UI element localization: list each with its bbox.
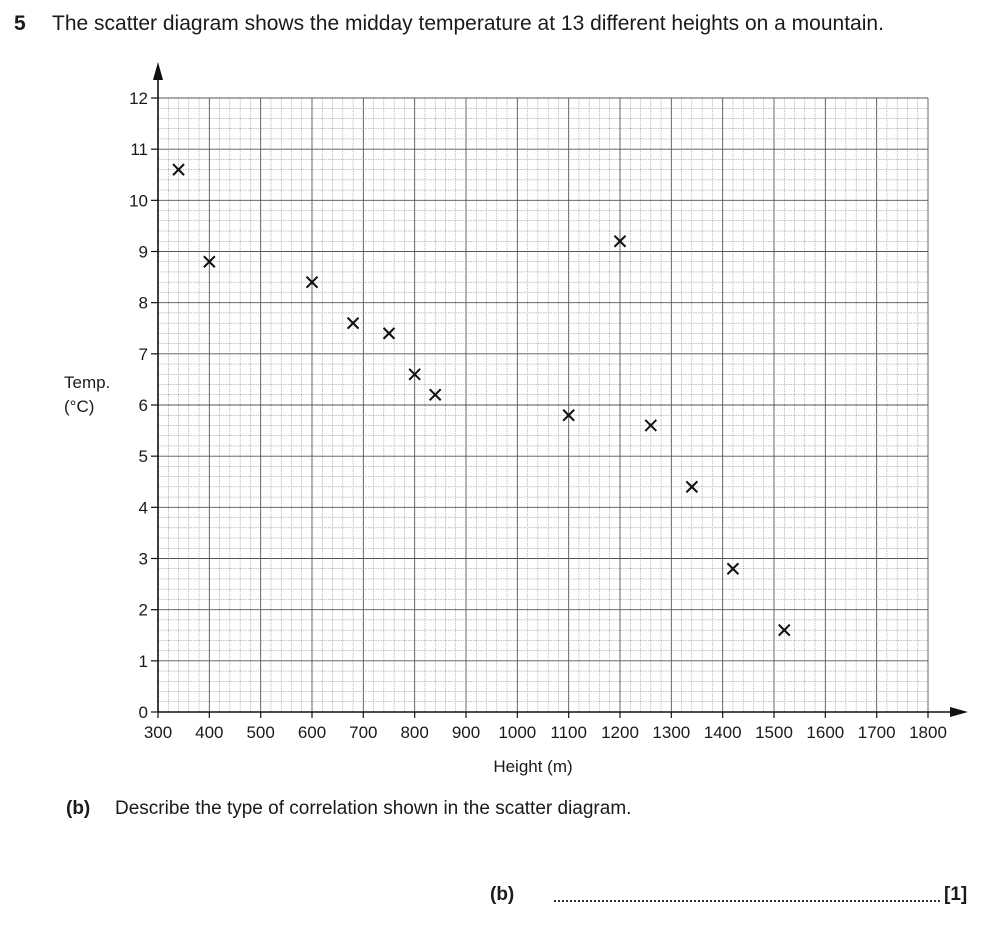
y-tick-label: 0 [139,703,148,722]
part-b-question: Describe the type of correlation shown i… [115,798,632,819]
x-tick-label: 1700 [858,723,896,742]
x-tick-label: 800 [400,723,428,742]
x-tick-label: 1500 [755,723,793,742]
y-tick-label: 1 [139,652,148,671]
data-point [685,480,699,494]
part-b-label: (b) [66,798,91,819]
data-point [778,623,791,637]
x-tick-label: 1200 [601,723,639,742]
y-axis-label-line1: Temp. [64,373,110,392]
x-axis-arrow [950,707,968,717]
data-point [203,255,216,268]
data-point [305,275,319,289]
x-tick-label: 1400 [704,723,742,742]
x-tick-label: 1600 [806,723,844,742]
data-point [346,316,360,330]
data-point [644,419,658,432]
y-tick-label: 4 [139,498,148,517]
x-tick-label: 900 [452,723,480,742]
y-tick-label: 12 [129,89,148,108]
x-tick-label: 600 [298,723,326,742]
data-point [172,163,185,176]
question-text: The scatter diagram shows the midday tem… [52,12,884,35]
x-tick-label: 1000 [498,723,536,742]
y-axis-label-line2: (°C) [64,397,94,416]
y-tick-label: 6 [139,396,148,415]
x-tick-label: 400 [195,723,223,742]
answer-label: (b) [490,884,515,905]
y-tick-label: 3 [139,550,148,569]
question-number: 5 [14,12,26,35]
x-tick-label: 500 [246,723,274,742]
data-point [428,388,442,401]
x-tick-label: 700 [349,723,377,742]
y-tick-label: 10 [129,191,148,210]
data-point [726,562,740,575]
y-tick-label: 7 [139,345,148,364]
data-point [613,235,627,248]
x-tick-label: 1100 [550,723,587,742]
y-tick-label: 2 [139,601,148,620]
y-tick-label: 5 [139,447,148,466]
data-point [562,409,575,422]
y-tick-label: 11 [130,140,148,159]
scatter-chart: 300 400 500 600 700 800 900 1000 1100 1200 1300 140… [64,62,968,776]
marks-label: [1] [944,884,968,905]
data-point [382,327,396,340]
x-tick-label: 300 [144,723,172,742]
y-axis-arrow [153,62,163,80]
data-point [408,368,421,381]
answer-line[interactable] [554,900,940,902]
x-axis-label: Height (m) [493,757,572,776]
x-tick-label: 1800 [909,723,947,742]
y-tick-label: 8 [139,294,148,313]
y-tick-label: 9 [139,243,148,262]
x-tick-label: 1300 [652,723,690,742]
